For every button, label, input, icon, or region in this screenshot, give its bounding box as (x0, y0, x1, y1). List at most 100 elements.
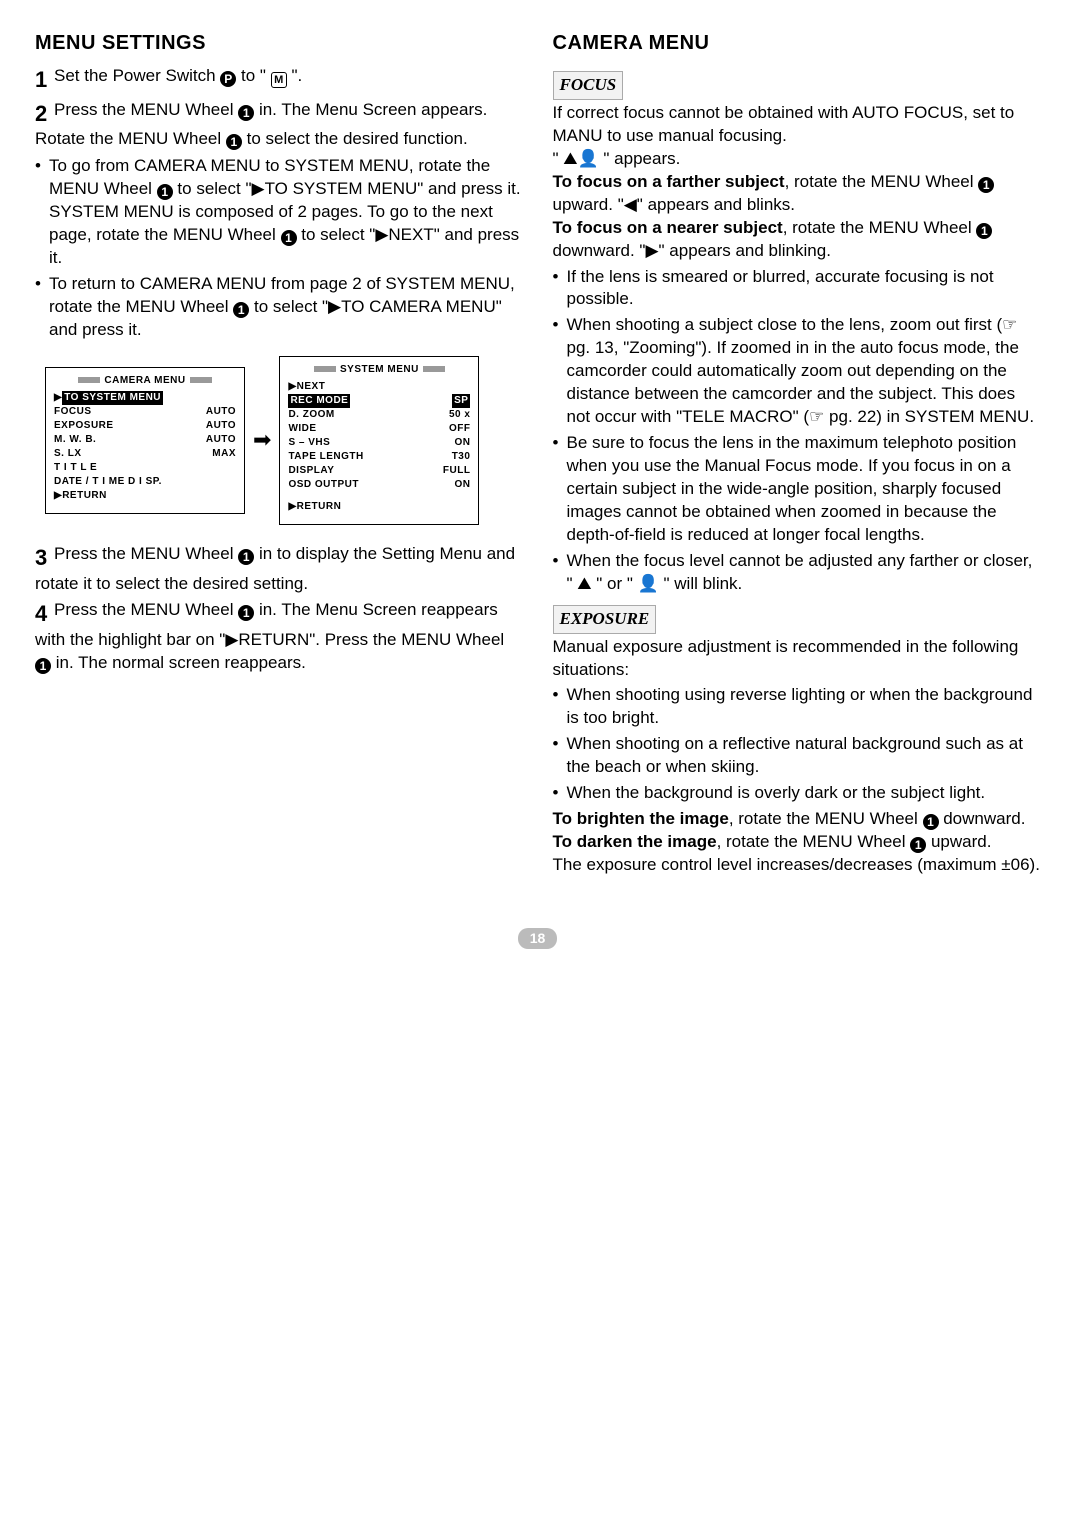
menu-wheel-icon: 1 (910, 837, 926, 853)
focus-near-text: , rotate the MENU Wheel (783, 218, 977, 237)
system-menu-title-text: SYSTEM MENU (340, 364, 419, 375)
bullet-item: To return to CAMERA MENU from page 2 of … (35, 273, 523, 342)
camera-menu-title-text: CAMERA MENU (104, 375, 185, 386)
page-root: MENU SETTINGS 1 Set the Power Switch P t… (35, 30, 1040, 877)
menu-row-label: DATE / T I ME D I SP. (54, 475, 162, 489)
exposure-subhead: EXPOSURE (553, 605, 657, 634)
step-3-text-a: Press the MENU Wheel (54, 544, 238, 563)
brighten-text: , rotate the MENU Wheel (729, 809, 923, 828)
menu-row-value: FULL (443, 464, 471, 478)
darken-text: , rotate the MENU Wheel (717, 832, 911, 851)
return-row: ▶RETURN (288, 500, 470, 514)
step-3: 3 Press the MENU Wheel 1 in to display t… (35, 543, 523, 596)
menu-row: S. LX MAX (54, 447, 236, 461)
page-number: 18 (35, 927, 1040, 950)
exposure-last: The exposure control level increases/dec… (553, 854, 1041, 877)
step-4-text-c: in. The normal screen reappears. (56, 653, 306, 672)
menu-row-label: WIDE (288, 422, 316, 436)
menu-row-value: AUTO (206, 405, 236, 419)
focus-p1: If correct focus cannot be obtained with… (553, 102, 1041, 148)
focus-far: To focus on a farther subject, rotate th… (553, 171, 1041, 217)
menu-row-value: AUTO (206, 419, 236, 433)
exposure-darken: To darken the image, rotate the MENU Whe… (553, 831, 1041, 854)
focus-near-bold: To focus on a nearer subject (553, 218, 783, 237)
menu-settings-heading: MENU SETTINGS (35, 30, 523, 57)
exposure-p1: Manual exposure adjustment is recommende… (553, 636, 1041, 682)
menu-row: EXPOSURE AUTO (54, 419, 236, 433)
focus-bullets: If the lens is smeared or blurred, accur… (553, 266, 1041, 596)
menu-wheel-icon: 1 (233, 302, 249, 318)
bullet-item: When shooting a subject close to the len… (553, 314, 1041, 429)
return-label: ▶RETURN (54, 489, 107, 503)
menu-row: D. ZOOM50 x (288, 408, 470, 422)
step-4: 4 Press the MENU Wheel 1 in. The Menu Sc… (35, 599, 523, 675)
power-switch-icon: P (220, 71, 236, 87)
menu-panels: CAMERA MENU ▶TO SYSTEM MENU FOCUSAUTO EX… (45, 356, 523, 525)
menu-row: WIDE OFF (288, 422, 470, 436)
step-4-text-a: Press the MENU Wheel (54, 600, 238, 619)
step-num-3: 3 (35, 543, 47, 573)
to-system-menu-label: TO SYSTEM MENU (62, 391, 163, 405)
step-2-text-c: to select the desired function. (247, 129, 468, 148)
menu-row-label: OSD OUTPUT (288, 478, 359, 492)
menu-row: S – VHSON (288, 436, 470, 450)
camera-menu-panel: CAMERA MENU ▶TO SYSTEM MENU FOCUSAUTO EX… (45, 367, 245, 514)
exposure-brighten: To brighten the image, rotate the MENU W… (553, 808, 1041, 831)
step-2-text-a: Press the MENU Wheel (54, 100, 238, 119)
focus-near-end: downward. "▶" appears and blinking. (553, 241, 831, 260)
menu-row-label: EXPOSURE (54, 419, 114, 433)
menu-row-label: M. W. B. (54, 433, 96, 447)
focus-far-end: upward. "◀" appears and blinks. (553, 195, 796, 214)
bullet-item: When shooting on a reflective natural ba… (553, 733, 1041, 779)
menu-row-value: AUTO (206, 433, 236, 447)
bullet-item: When shooting using reverse lighting or … (553, 684, 1041, 730)
next-label: ▶NEXT (288, 380, 325, 394)
return-label: ▶RETURN (288, 500, 341, 514)
next-row: ▶NEXT (288, 380, 470, 394)
menu-row-value: ON (454, 478, 470, 492)
menu-row: FOCUSAUTO (54, 405, 236, 419)
brighten-end: downward. (939, 809, 1026, 828)
menu-row: OSD OUTPUT ON (288, 478, 470, 492)
return-row: ▶RETURN (54, 489, 236, 503)
camera-menu-title: CAMERA MENU (54, 374, 236, 388)
menu-row-value: T30 (452, 450, 471, 464)
menu-row-value: OFF (449, 422, 471, 436)
system-menu-title: SYSTEM MENU (288, 363, 470, 377)
menu-row-value: ON (454, 436, 470, 450)
bullet-item: Be sure to focus the lens in the maximum… (553, 432, 1041, 547)
to-system-menu-row: ▶TO SYSTEM MENU (54, 391, 236, 405)
recmode-value: SP (452, 394, 470, 408)
menu-wheel-icon: 1 (281, 230, 297, 246)
step-1-text-b: to " (241, 66, 271, 85)
recmode-label: REC MODE (288, 394, 350, 408)
bullet-item: If the lens is smeared or blurred, accur… (553, 266, 1041, 312)
menu-row-label: D. ZOOM (288, 408, 334, 422)
right-column: CAMERA MENU FOCUS If correct focus canno… (553, 30, 1041, 877)
brighten-bold: To brighten the image (553, 809, 729, 828)
menu-wheel-icon: 1 (238, 549, 254, 565)
menu-wheel-icon: 1 (923, 814, 939, 830)
focus-subhead: FOCUS (553, 71, 624, 100)
menu-row: TAPE LENGTHT30 (288, 450, 470, 464)
system-menu-panel: SYSTEM MENU ▶NEXT REC MODE SP D. ZOOM50 x… (279, 356, 479, 525)
mode-m-icon: M (271, 72, 287, 88)
menu-wheel-icon: 1 (238, 605, 254, 621)
menu-wheel-icon: 1 (157, 184, 173, 200)
page-number-value: 18 (518, 928, 558, 949)
darken-bold: To darken the image (553, 832, 717, 851)
step-1-text-a: Set the Power Switch (54, 66, 220, 85)
step-num-4: 4 (35, 599, 47, 629)
exposure-bullets: When shooting using reverse lighting or … (553, 684, 1041, 805)
bullet-item: To go from CAMERA MENU to SYSTEM MENU, r… (35, 155, 523, 270)
menu-row-label: S. LX (54, 447, 82, 461)
menu-row-value: MAX (212, 447, 236, 461)
step-2-bullets: To go from CAMERA MENU to SYSTEM MENU, r… (35, 155, 523, 342)
step-1-text-c: ". (291, 66, 302, 85)
menu-wheel-icon: 1 (978, 177, 994, 193)
left-column: MENU SETTINGS 1 Set the Power Switch P t… (35, 30, 523, 877)
menu-row-label: DISPLAY (288, 464, 334, 478)
menu-row-label: T I T L E (54, 461, 97, 475)
step-1: 1 Set the Power Switch P to " M ". (35, 65, 523, 95)
step-num-2: 2 (35, 99, 47, 129)
